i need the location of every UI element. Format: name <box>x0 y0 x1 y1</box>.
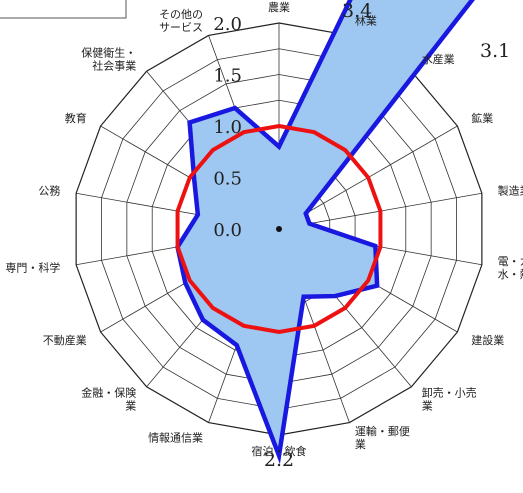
category-label-金融-保険業: 金融・保険業 <box>81 386 136 413</box>
category-label-農業: 農業 <box>268 0 290 14</box>
off-scale-label-宿泊-飲食: 2.2 <box>264 449 294 471</box>
off-scale-label-林業: 3.4 <box>342 0 372 22</box>
category-label-教育: 教育 <box>65 111 87 125</box>
tick-label: 0.0 <box>213 220 242 241</box>
category-label-鉱業: 鉱業 <box>471 111 493 125</box>
category-label-卸売-小売業: 卸売・小売業 <box>422 386 477 413</box>
category-label-運輸-郵便業: 運輸・郵便業 <box>355 424 410 451</box>
category-label-電-ガス-水-熱: 電・ガ水・熱 <box>498 255 523 281</box>
category-label-その他のサービス: その他のサービス <box>159 8 203 34</box>
legend-box-fragment <box>0 0 126 18</box>
category-label-水産業: 水産業 <box>422 53 455 66</box>
off-scale-label-水産業: 3.1 <box>480 40 510 62</box>
center-point <box>276 226 282 232</box>
category-label-不動産業: 不動産業 <box>43 333 87 347</box>
category-label-情報通信業: 情報通信業 <box>148 432 203 445</box>
category-label-製造業: 製造業 <box>498 183 523 197</box>
tick-label: 1.0 <box>213 117 242 138</box>
tick-label: 1.5 <box>213 66 242 87</box>
tick-label: 2.0 <box>213 14 242 35</box>
category-label-保健衛生-社会事業: 保健衛生・社会事業 <box>81 45 136 72</box>
category-label-専門-科学: 専門・科学 <box>5 261 60 275</box>
tick-label: 0.5 <box>213 169 242 190</box>
category-label-建設業: 建設業 <box>471 333 504 347</box>
category-label-公務: 公務 <box>38 183 60 197</box>
